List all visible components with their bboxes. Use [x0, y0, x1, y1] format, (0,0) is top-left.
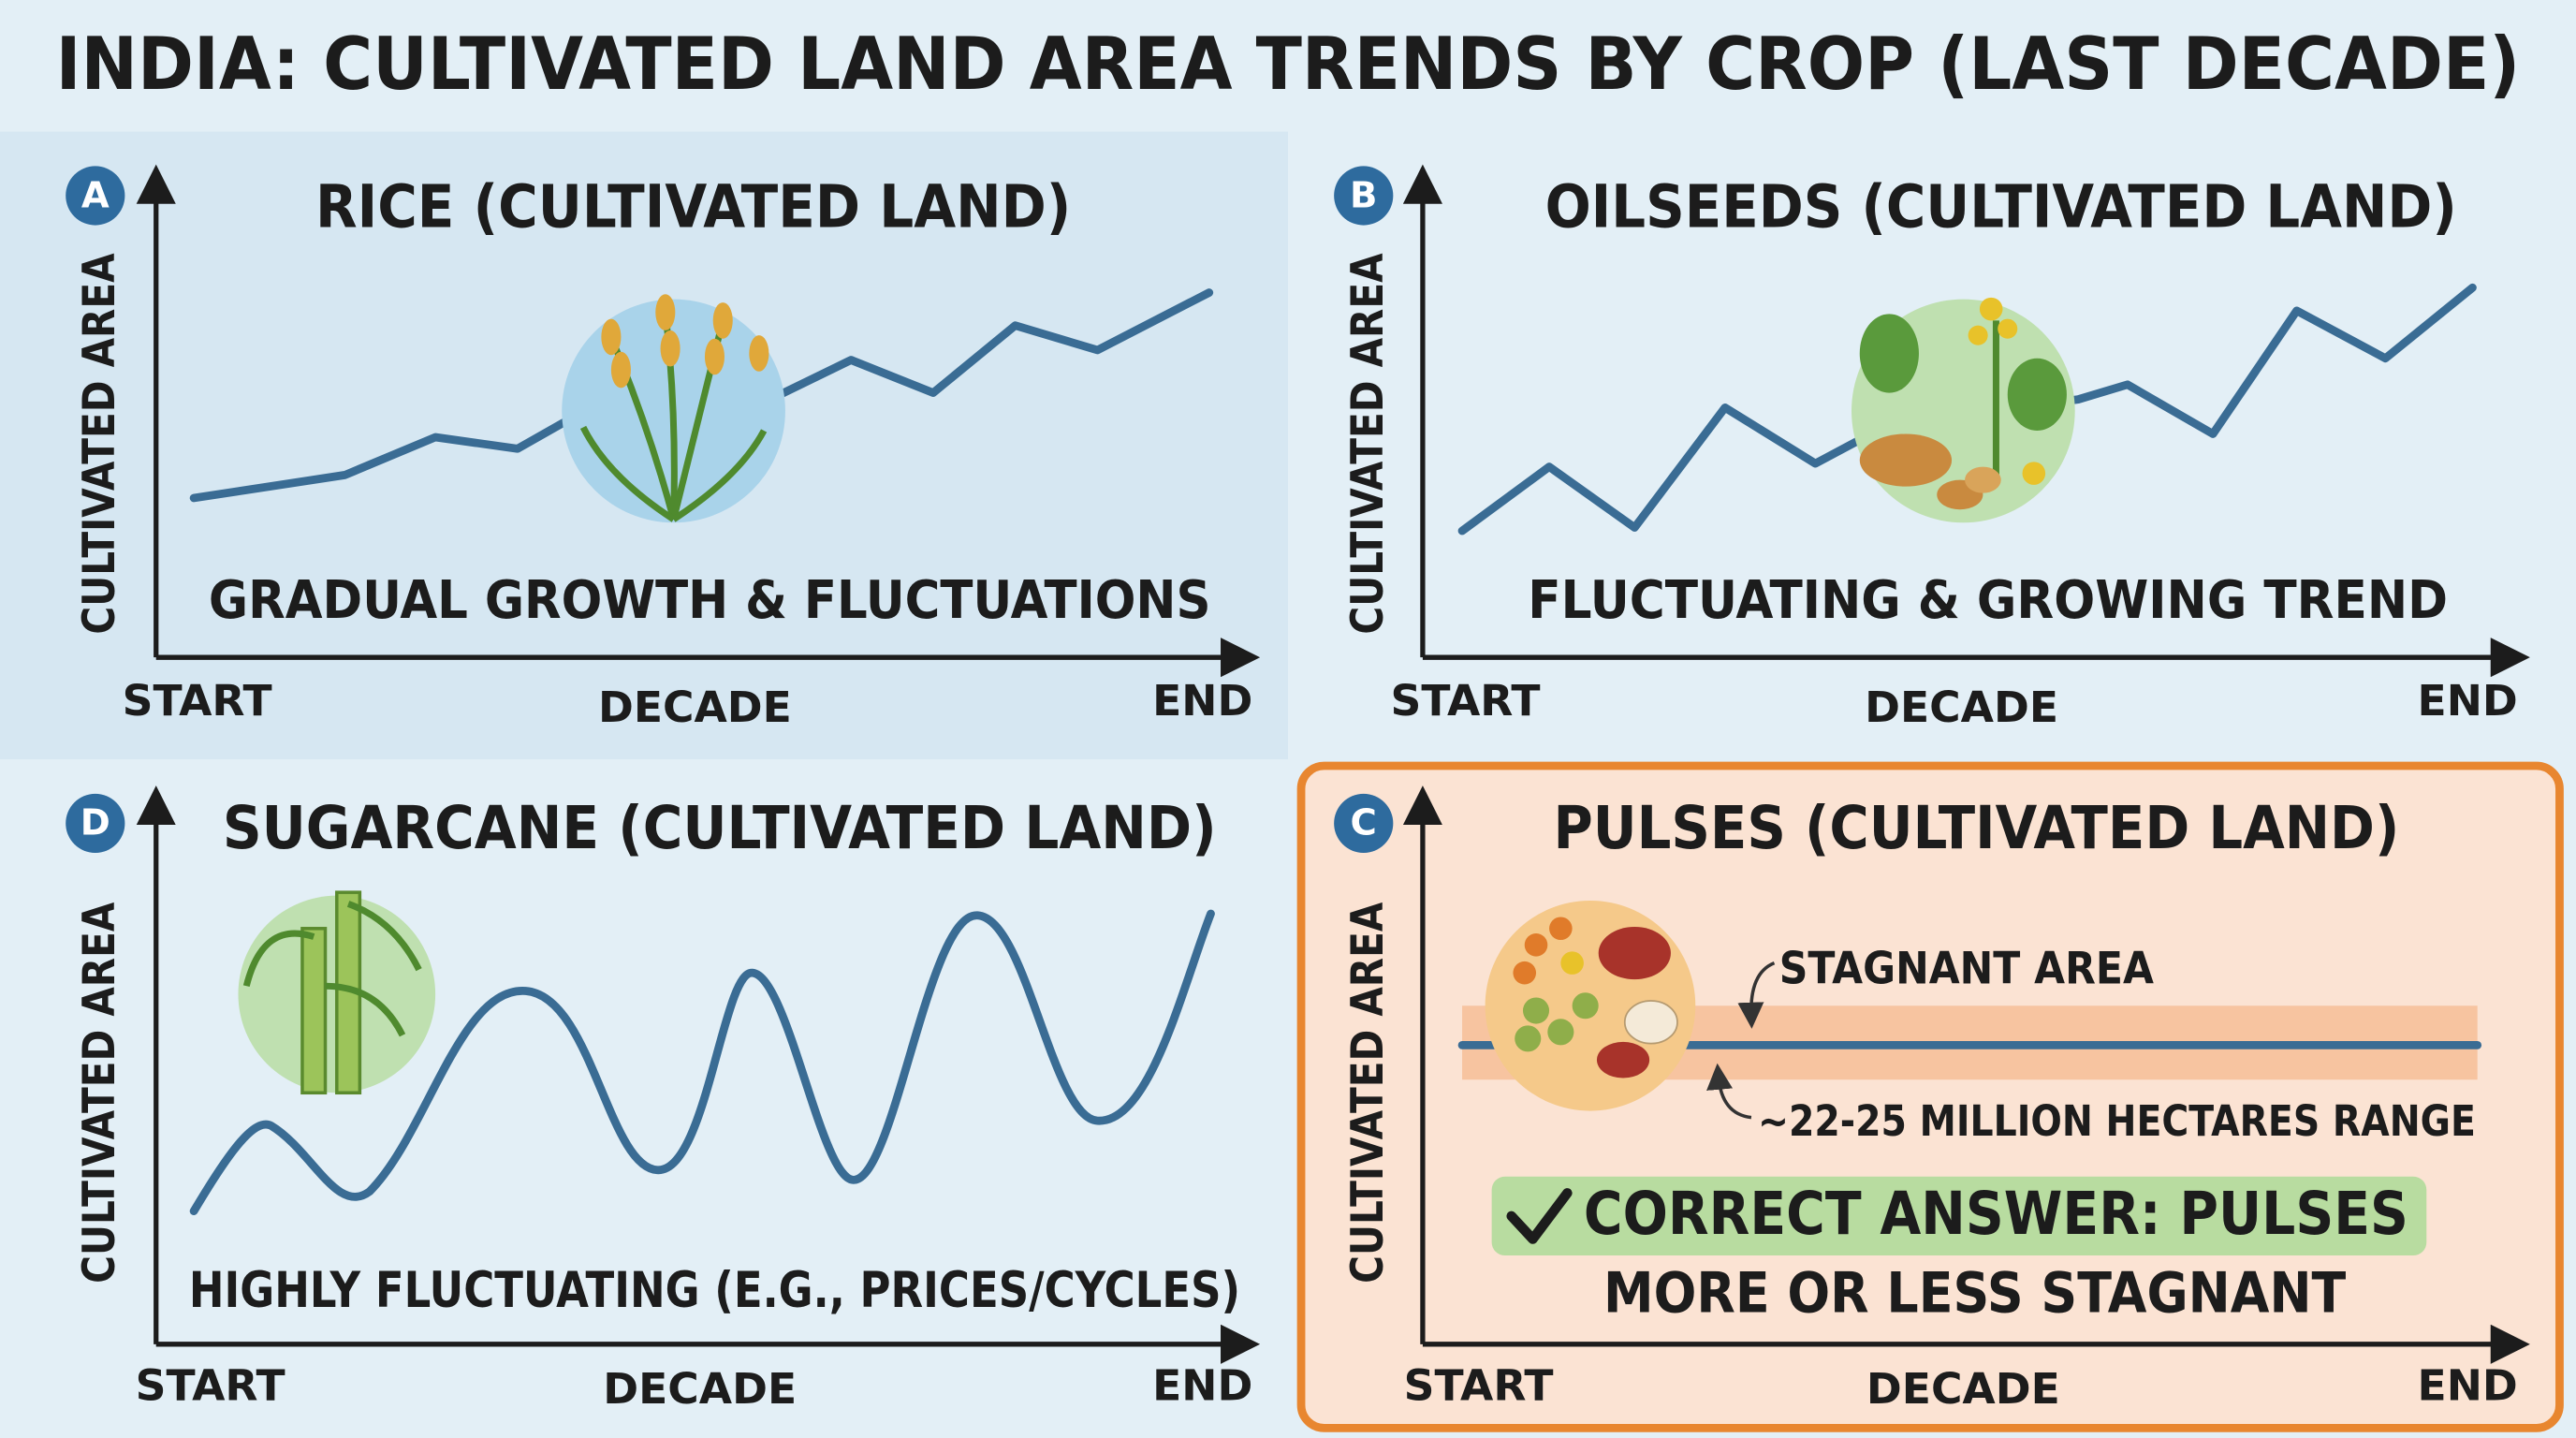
panel-letter: B [1350, 174, 1377, 216]
oilseed-art [1859, 297, 2067, 510]
letter-badge [1334, 793, 1394, 854]
panel-c: C PULSES (CULTIVATED LAND) CULTIVATED AR… [1334, 785, 2530, 1414]
panel-title: SUGARCANE (CULTIVATED LAND) [223, 793, 1217, 862]
panel-letter: A [81, 174, 110, 216]
x-end-label: END [2418, 676, 2518, 726]
rice-grains [601, 294, 769, 389]
annotation-arrow [1737, 961, 1776, 1029]
letter-badge [66, 166, 125, 226]
page-title: INDIA: CULTIVATED LAND AREA TRENDS BY CR… [56, 22, 2521, 107]
x-start-label: START [1391, 676, 1541, 726]
panel-title: OILSEEDS (CULTIVATED LAND) [1545, 171, 2457, 241]
panel-b: B OILSEEDS (CULTIVATED LAND) CULTIVATED … [1334, 164, 2530, 732]
x-axis-label: DECADE [1865, 682, 2058, 732]
letter-badge [1334, 166, 1394, 226]
sugarcane-art [242, 890, 422, 1095]
panel-letter: D [80, 802, 110, 844]
x-end-label: END [2418, 1361, 2518, 1411]
annotation: ~22-25 MILLION HECTARES RANGE [1758, 1096, 2476, 1146]
x-start-label: START [136, 1361, 285, 1411]
x-end-label: END [1152, 1361, 1252, 1411]
caption: GRADUAL GROWTH & FLUCTUATIONS [209, 570, 1211, 631]
check-icon [1506, 1188, 1573, 1244]
y-label: CULTIVATED AREA [1342, 902, 1394, 1283]
trend-line [189, 909, 1215, 1216]
panel-letter: C [1351, 802, 1377, 844]
answer: CORRECT ANSWER: PULSES [1584, 1179, 2408, 1248]
caption: FLUCTUATING & GROWING TREND [1528, 570, 2448, 631]
caption: HIGHLY FLUCTUATING (E.G., PRICES/CYCLES) [189, 1262, 1240, 1319]
y-label: CULTIVATED AREA [74, 902, 125, 1283]
y-label: CULTIVATED AREA [1342, 253, 1394, 634]
pulses-art [1513, 917, 1678, 1078]
annotation-arrow [1706, 1063, 1752, 1120]
x-axis-label: DECADE [598, 682, 792, 732]
x-start-label: START [1404, 1361, 1554, 1411]
x-start-label: START [123, 676, 272, 726]
answer-box [1491, 1176, 2427, 1256]
panel-a: A RICE (CULTIVATED LAND) CULTIVATED AREA… [66, 164, 1261, 732]
annotation: STAGNANT AREA [1779, 943, 2154, 994]
x-axis-label: DECADE [603, 1364, 797, 1414]
panel-title: PULSES (CULTIVATED LAND) [1553, 793, 2399, 862]
letter-badge [66, 793, 125, 854]
panel-d: D SUGARCANE (CULTIVATED LAND) CULTIVATED… [66, 785, 1261, 1414]
x-end-label: END [1152, 676, 1252, 726]
y-label: CULTIVATED AREA [74, 253, 125, 634]
panel-title: RICE (CULTIVATED LAND) [315, 171, 1071, 241]
answer-note: MORE OR LESS STAGNANT [1603, 1262, 2347, 1327]
x-axis-label: DECADE [1866, 1364, 2060, 1414]
